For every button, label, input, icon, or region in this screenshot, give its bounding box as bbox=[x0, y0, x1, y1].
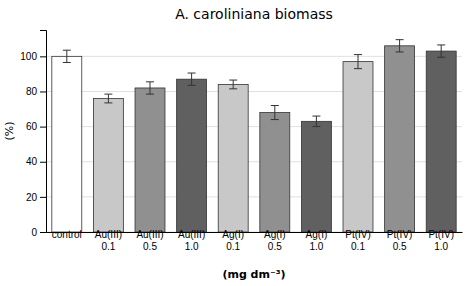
y-tick-label: 0 bbox=[31, 227, 37, 238]
x-tick: Pt(IV)1.0 bbox=[428, 229, 454, 252]
x-tick-label: Au(III)1.0 bbox=[178, 229, 205, 252]
x-tick-label-line: Au(III) bbox=[136, 229, 163, 240]
bar bbox=[343, 62, 373, 232]
y-tick-label: 20 bbox=[26, 192, 38, 203]
bar bbox=[135, 88, 165, 232]
x-tick-label-line: Ag(I) bbox=[306, 229, 328, 240]
error-bar bbox=[146, 82, 154, 94]
x-tick-label-line: 1.0 bbox=[185, 241, 199, 252]
y-tick-label: 80 bbox=[26, 86, 38, 97]
x-tick-label-line: 0.5 bbox=[393, 241, 407, 252]
x-tick-label: control bbox=[52, 229, 82, 240]
title: A. caroliniana biomass bbox=[175, 6, 333, 22]
x-tick-label-line: Au(III) bbox=[95, 229, 122, 240]
x-tick-label-line: Ag(I) bbox=[222, 229, 244, 240]
x-tick-label-line: 1.0 bbox=[434, 241, 448, 252]
chart-svg: 020406080100controlAu(III)0.1Au(III)0.5A… bbox=[0, 0, 474, 286]
x-tick-label-line: 0.1 bbox=[226, 241, 240, 252]
y-axis-title: (%) bbox=[3, 121, 16, 140]
x-tick-label-line: 1.0 bbox=[309, 241, 323, 252]
error-bar bbox=[354, 55, 362, 69]
chart-container: 020406080100controlAu(III)0.1Au(III)0.5A… bbox=[0, 0, 474, 286]
bar bbox=[177, 79, 207, 232]
x-tick: Pt(IV)0.5 bbox=[387, 229, 413, 252]
error-bar bbox=[396, 40, 404, 52]
y-tick-mark bbox=[40, 127, 46, 128]
bar bbox=[218, 84, 248, 232]
y-tick: 0 bbox=[31, 227, 46, 238]
x-tick-label-line: 0.5 bbox=[143, 241, 157, 252]
x-tick-label-line: 0.1 bbox=[101, 241, 115, 252]
error-bar bbox=[312, 116, 320, 127]
y-tick: 40 bbox=[26, 156, 46, 167]
y-tick-mark bbox=[40, 197, 46, 198]
x-tick: Au(III)0.5 bbox=[136, 229, 163, 252]
x-tick: Au(III)1.0 bbox=[178, 229, 205, 252]
x-tick-label-line: 0.5 bbox=[268, 241, 282, 252]
x-tick-label-line: Pt(IV) bbox=[387, 229, 413, 240]
bar bbox=[385, 46, 415, 232]
x-tick-label-line: Au(III) bbox=[178, 229, 205, 240]
bar bbox=[52, 56, 82, 232]
error-bar bbox=[188, 73, 196, 85]
y-axis-line bbox=[40, 31, 47, 233]
x-tick-label: Ag(I)0.1 bbox=[222, 229, 244, 252]
bar bbox=[260, 113, 290, 232]
bar bbox=[301, 121, 331, 232]
y-tick: 60 bbox=[26, 121, 46, 132]
bar bbox=[93, 99, 123, 232]
y-tick-mark bbox=[40, 91, 46, 92]
error-bar bbox=[63, 50, 71, 62]
x-tick-label-line: Ag(I) bbox=[264, 229, 286, 240]
y-tick-mark bbox=[40, 56, 46, 57]
error-bar bbox=[271, 106, 279, 120]
x-tick-label: Pt(IV)0.5 bbox=[387, 229, 413, 252]
x-tick-label: Au(III)0.5 bbox=[136, 229, 163, 252]
plot: 020406080100controlAu(III)0.1Au(III)0.5A… bbox=[20, 31, 462, 253]
marks bbox=[52, 40, 456, 232]
error-bar bbox=[437, 45, 445, 57]
y-tick: 20 bbox=[26, 192, 46, 203]
x-tick: Ag(I)1.0 bbox=[306, 229, 328, 252]
y-axis: 0 20 40 60 80 100 bbox=[20, 31, 46, 238]
x-tick: Au(III)0.1 bbox=[95, 229, 122, 252]
x-tick: Ag(I)0.1 bbox=[222, 229, 244, 252]
x-tick-label: Ag(I)0.5 bbox=[264, 229, 286, 252]
error-bar bbox=[229, 80, 237, 89]
x-tick-label-line: 0.1 bbox=[351, 241, 365, 252]
y-tick-label: 100 bbox=[20, 51, 37, 62]
y-tick-mark bbox=[40, 162, 46, 163]
error-bar bbox=[104, 94, 112, 103]
x-tick-label-line: control bbox=[52, 229, 82, 240]
x-tick-label: Pt(IV)0.1 bbox=[345, 229, 371, 252]
x-tick-label-line: Pt(IV) bbox=[428, 229, 454, 240]
x-tick-label: Pt(IV)1.0 bbox=[428, 229, 454, 252]
y-tick: 80 bbox=[26, 86, 46, 97]
x-tick-label: Ag(I)1.0 bbox=[306, 229, 328, 252]
x-tick: Pt(IV)0.1 bbox=[345, 229, 371, 252]
x-axis: controlAu(III)0.1Au(III)0.5Au(III)1.0Ag(… bbox=[47, 229, 463, 252]
bar bbox=[426, 51, 456, 232]
x-tick: control bbox=[52, 229, 82, 240]
x-tick: Ag(I)0.5 bbox=[264, 229, 286, 252]
y-tick-label: 60 bbox=[26, 121, 38, 132]
y-tick: 100 bbox=[20, 51, 46, 62]
x-axis-title: (mg dm⁻³) bbox=[222, 268, 285, 281]
x-tick-label: Au(III)0.1 bbox=[95, 229, 122, 252]
y-tick-label: 40 bbox=[26, 156, 38, 167]
y-tick-mark bbox=[40, 232, 46, 233]
x-tick-label-line: Pt(IV) bbox=[345, 229, 371, 240]
